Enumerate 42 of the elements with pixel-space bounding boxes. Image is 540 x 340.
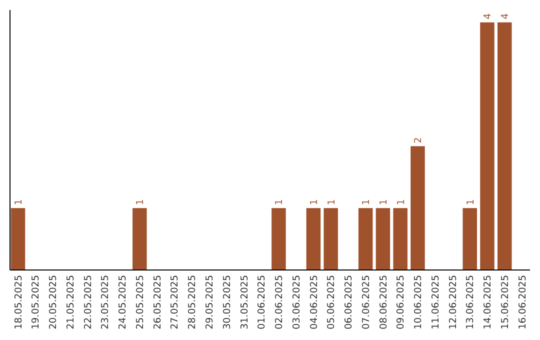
x-tick-label: 04.06.2025 [308, 275, 320, 330]
x-tick-label: 31.05.2025 [239, 275, 250, 330]
x-tick-label: 13.06.2025 [465, 275, 476, 330]
x-tick-label: 20.05.2025 [48, 275, 60, 330]
x-tick-label: 06.06.2025 [344, 275, 355, 330]
x-tick-label: 21.05.2025 [65, 275, 76, 330]
x-tick-label: 16.06.2025 [517, 275, 528, 330]
x-tick-label: 12.06.2025 [448, 275, 459, 330]
data-label: 1 [361, 199, 372, 206]
data-label: 1 [465, 199, 476, 206]
data-label: 1 [396, 199, 407, 206]
data-label: 1 [378, 199, 390, 206]
x-tick-label: 30.05.2025 [222, 275, 233, 330]
x-tick-label: 25.05.2025 [134, 275, 146, 330]
data-label: 1 [308, 199, 320, 206]
x-tick-label: 07.06.2025 [360, 275, 372, 330]
data-label: 1 [135, 199, 146, 206]
data-label: 4 [482, 13, 494, 20]
data-label: 1 [326, 199, 338, 206]
x-tick-label: 26.05.2025 [152, 275, 164, 330]
x-tick-label: 23.05.2025 [100, 275, 112, 330]
x-tick-label: 08.06.2025 [378, 275, 390, 330]
x-tick-label: 11.06.2025 [430, 275, 442, 330]
x-tick-label: 09.06.2025 [396, 275, 407, 330]
x-tick-label: 19.05.2025 [30, 275, 42, 330]
x-tick-label: 18.05.2025 [13, 275, 24, 330]
x-tick-label: 28.05.2025 [187, 275, 198, 330]
x-tick-label: 02.06.2025 [274, 275, 286, 330]
x-tick-label: 05.06.2025 [326, 275, 338, 330]
x-tick-label: 24.05.2025 [118, 275, 129, 330]
x-tick-label: 14.06.2025 [482, 275, 494, 330]
x-tick-label: 22.05.2025 [82, 275, 94, 330]
x-tick-label: 15.06.2025 [500, 275, 511, 330]
x-tick-label: 03.06.2025 [291, 275, 302, 330]
data-label: 1 [13, 199, 24, 206]
x-tick-label: 27.05.2025 [170, 275, 181, 330]
x-tick-label: 01.06.2025 [256, 275, 268, 330]
data-label: 4 [500, 13, 512, 20]
x-tick-label: 10.06.2025 [413, 275, 424, 330]
data-label: 2 [413, 137, 424, 144]
data-label: 1 [274, 199, 286, 206]
x-tick-label: 29.05.2025 [204, 275, 216, 330]
